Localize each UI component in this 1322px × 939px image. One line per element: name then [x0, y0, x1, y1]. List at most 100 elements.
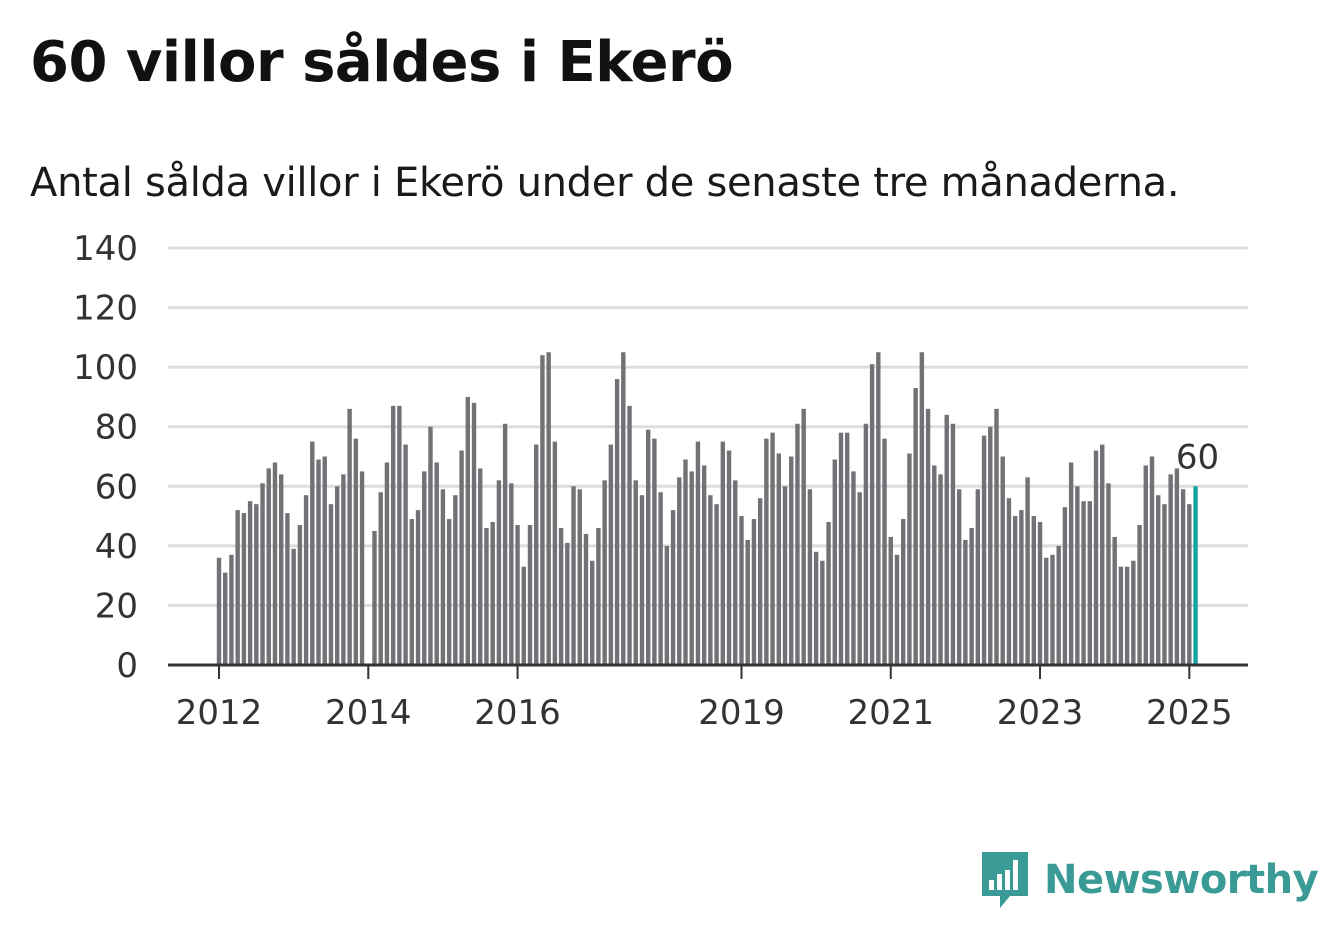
bar [1056, 545, 1061, 665]
bar [378, 492, 383, 665]
bar [645, 429, 651, 665]
bar [851, 471, 856, 665]
x-tick-label: 2019 [698, 693, 785, 733]
bar [254, 504, 259, 665]
highlight-value-label: 60 [1176, 437, 1219, 477]
bar [608, 444, 614, 665]
bar [527, 525, 533, 665]
bar [590, 560, 595, 665]
x-tick-label: 2023 [997, 693, 1084, 733]
bar [359, 471, 365, 665]
bar [876, 352, 881, 665]
bar [1000, 456, 1005, 665]
bar [1162, 504, 1167, 665]
bar [1006, 498, 1012, 665]
bar [241, 513, 247, 665]
bar [372, 530, 377, 665]
y-tick-label: 40 [95, 527, 138, 567]
bar [739, 516, 744, 665]
bar [403, 444, 408, 665]
bar [988, 426, 993, 665]
bar [310, 441, 315, 665]
bar [1087, 501, 1092, 665]
newsworthy-logo[interactable]: Newsworthy [980, 850, 1319, 910]
bar [1081, 501, 1086, 665]
bar [397, 405, 402, 665]
bar [216, 557, 222, 665]
chart-subtitle: Antal sålda villor i Ekerö under de sena… [30, 160, 1180, 206]
bar [901, 519, 906, 665]
x-tick-label: 2021 [847, 693, 934, 733]
bar [285, 513, 290, 665]
bar [708, 495, 713, 665]
bar [1168, 474, 1173, 665]
bar [1180, 489, 1186, 665]
bar [913, 387, 918, 665]
bar [714, 504, 719, 665]
bar [229, 554, 234, 665]
bar [944, 414, 949, 665]
bar [1062, 507, 1068, 665]
bar [813, 551, 819, 665]
y-tick-label: 120 [73, 289, 138, 329]
bar [1019, 510, 1024, 665]
chart-title: 60 villor såldes i Ekerö [30, 30, 734, 95]
bar [484, 527, 489, 665]
bar [733, 480, 738, 665]
bar [279, 474, 284, 665]
bar [415, 510, 421, 665]
bar [845, 432, 850, 665]
labels: 0 20 40 60 80 100 120 140 60 2012 2014 2016 2019 2021… [73, 229, 1232, 733]
y-tick-label: 60 [95, 467, 138, 507]
bar [757, 498, 763, 665]
bar [888, 536, 893, 665]
bar [770, 432, 775, 665]
bar [235, 510, 240, 665]
y-tick-label: 140 [73, 229, 138, 269]
bar [434, 462, 439, 665]
bar [1112, 536, 1117, 665]
bar [353, 438, 359, 665]
brand-name: Newsworthy [1044, 857, 1319, 903]
bar [826, 522, 831, 665]
bar [596, 527, 601, 665]
bar [795, 423, 800, 665]
bar [540, 355, 545, 665]
bar [695, 441, 701, 665]
bar [534, 444, 539, 665]
bar [894, 554, 900, 665]
bar-chart-speech-bubble-icon [982, 852, 1028, 908]
bar [1118, 566, 1124, 665]
x-tick-label: 2014 [325, 693, 412, 733]
y-tick-label: 20 [95, 586, 138, 626]
bar [1044, 557, 1049, 665]
bar [820, 560, 825, 665]
bar [565, 542, 570, 665]
bar [621, 352, 626, 665]
bar [577, 489, 582, 665]
bar [869, 364, 875, 665]
bar [1050, 554, 1055, 665]
bar [341, 474, 346, 665]
bar [509, 483, 514, 665]
bar [938, 474, 943, 665]
bar [384, 462, 390, 665]
bar [882, 438, 887, 665]
bar [994, 408, 999, 665]
bar [515, 525, 520, 665]
bar [1174, 468, 1180, 665]
bar [969, 527, 974, 665]
y-tick-label: 0 [116, 646, 138, 686]
bar [907, 453, 912, 665]
bar [652, 438, 657, 665]
bar [471, 402, 477, 665]
bar [689, 471, 694, 665]
bar [1025, 477, 1030, 665]
bar [720, 441, 726, 665]
y-tick-label: 100 [73, 348, 138, 388]
bar [446, 519, 452, 665]
bar [838, 432, 844, 665]
bar [546, 352, 551, 665]
bar [490, 522, 495, 665]
bar [478, 468, 483, 665]
